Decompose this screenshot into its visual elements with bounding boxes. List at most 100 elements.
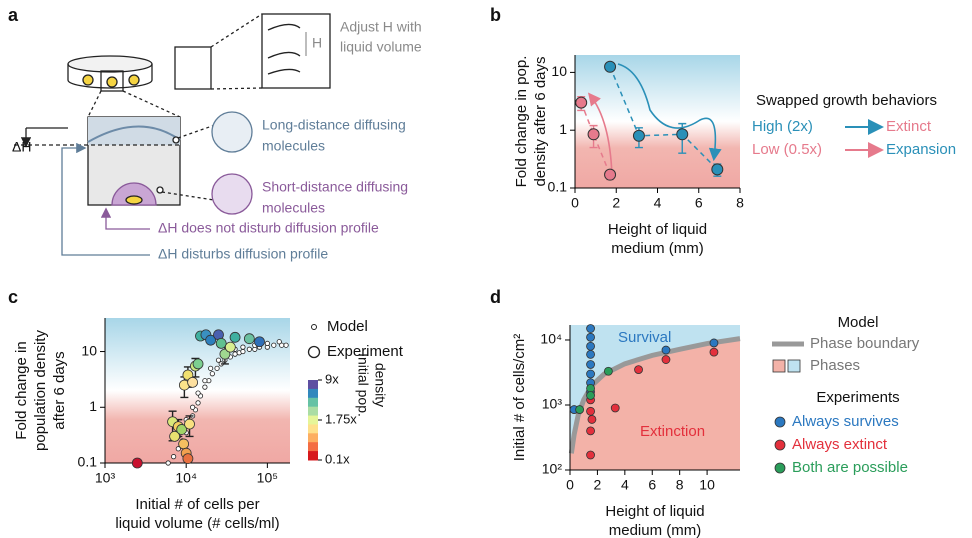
experiment-point <box>184 418 195 430</box>
data-point <box>632 129 645 142</box>
data-point <box>604 60 617 73</box>
panel-label: a <box>8 5 19 25</box>
x-tick-label: 6 <box>648 477 656 493</box>
panel-label: d <box>490 287 501 307</box>
experiment-point <box>178 438 190 450</box>
colorbar-swatch <box>308 442 318 452</box>
data-point <box>634 365 643 375</box>
data-point <box>586 360 595 369</box>
x-axis-label: Height of liquid <box>605 503 704 520</box>
y-axis-label: after 6 days <box>51 351 68 429</box>
model-point <box>240 344 246 350</box>
data-point <box>661 355 671 364</box>
data-point <box>709 347 719 357</box>
x-tick-label: 0 <box>571 195 579 211</box>
legend-marker <box>311 324 317 330</box>
x-tick-label: 10 <box>699 477 715 493</box>
legend-label: High (2x) <box>752 118 813 135</box>
experiment-point <box>187 376 199 388</box>
diagram-label: H <box>312 35 322 51</box>
data-point <box>586 391 595 400</box>
x-tick-label: 4 <box>621 477 629 493</box>
y-tick-label: 10⁴ <box>540 331 562 347</box>
legend-outcome: Expansion <box>886 141 956 158</box>
model-point <box>209 371 215 377</box>
data-point <box>586 350 595 359</box>
diagram-label: ΔH disturbs diffusion profile <box>158 246 328 262</box>
colorbar-swatch <box>308 424 318 434</box>
legend-title: Experiments <box>816 389 899 406</box>
trend-arrow <box>588 92 613 177</box>
data-point <box>586 324 595 333</box>
y-axis-label: population density <box>32 330 49 451</box>
data-point <box>603 366 613 376</box>
data-point <box>586 406 595 416</box>
panel-label: b <box>490 5 501 25</box>
legend-label: Phases <box>810 357 860 374</box>
colorbar-swatch <box>308 406 318 417</box>
data-point <box>575 96 588 109</box>
experiment-point <box>176 424 188 435</box>
colorbar-swatch <box>308 388 318 399</box>
colorbar-swatch <box>308 451 318 461</box>
colorbar-swatch <box>308 415 318 425</box>
x-tick-label: 2 <box>594 477 602 493</box>
legend-label: Both are possible <box>792 459 908 476</box>
x-tick-label: 8 <box>736 195 744 211</box>
x-tick-label: 8 <box>676 477 684 493</box>
model-point <box>202 384 208 390</box>
y-axis-label: density after 6 days <box>532 56 549 186</box>
data-point <box>575 405 584 414</box>
model-point <box>190 404 196 410</box>
region-label: Extinction <box>640 423 705 440</box>
phase-boundary <box>568 336 741 454</box>
data-point <box>711 163 724 176</box>
data-point <box>586 341 595 351</box>
y-tick-label: 1 <box>89 398 97 414</box>
legend-label: Always extinct <box>792 436 888 453</box>
data-point <box>604 168 617 181</box>
data-point <box>610 403 620 413</box>
x-axis-label: medium (mm) <box>611 240 704 257</box>
model-point <box>195 390 201 396</box>
legend-marker <box>774 416 786 428</box>
y-tick-label: 10 <box>81 342 97 358</box>
model-point <box>171 454 177 460</box>
legend-outcome: Extinct <box>886 118 932 135</box>
experiment-point <box>229 331 241 343</box>
colorbar-tick-label: 9x <box>325 371 339 386</box>
model-point <box>264 340 270 347</box>
diagram-label: Adjust H with <box>340 19 422 35</box>
legend-title: Swapped growth behaviors <box>756 92 937 109</box>
model-point <box>271 342 277 348</box>
diagram-label: molecules <box>262 200 325 216</box>
legend-swatch <box>787 359 801 373</box>
diagram-label: ΔH <box>12 139 31 155</box>
y-tick-label: 0.1 <box>78 454 98 470</box>
model-point <box>240 348 246 355</box>
x-tick-label: 2 <box>612 195 620 211</box>
model-point <box>246 346 252 352</box>
model-point <box>283 342 289 348</box>
diagram <box>14 13 331 256</box>
colorbar-swatch <box>308 380 318 390</box>
x-axis-label: liquid volume (# cells/ml) <box>115 515 279 532</box>
y-tick-label: 10² <box>542 461 563 477</box>
experiment-point <box>131 457 143 469</box>
trend-arrow <box>617 63 722 162</box>
model-point <box>165 460 171 466</box>
experiment-point <box>254 336 265 348</box>
y-tick-label: 10 <box>551 63 567 79</box>
series-line <box>609 66 718 170</box>
x-axis-label: medium (mm) <box>609 522 702 538</box>
experiment-point <box>205 334 217 346</box>
legend-swatch <box>772 359 786 373</box>
colorbar-label: density <box>372 363 388 407</box>
model-point <box>215 357 222 363</box>
panel-label: c <box>8 287 18 307</box>
experiment-point <box>169 431 181 442</box>
model-point <box>175 446 181 452</box>
x-tick-label: 4 <box>654 195 662 211</box>
experiment-point <box>215 338 227 349</box>
